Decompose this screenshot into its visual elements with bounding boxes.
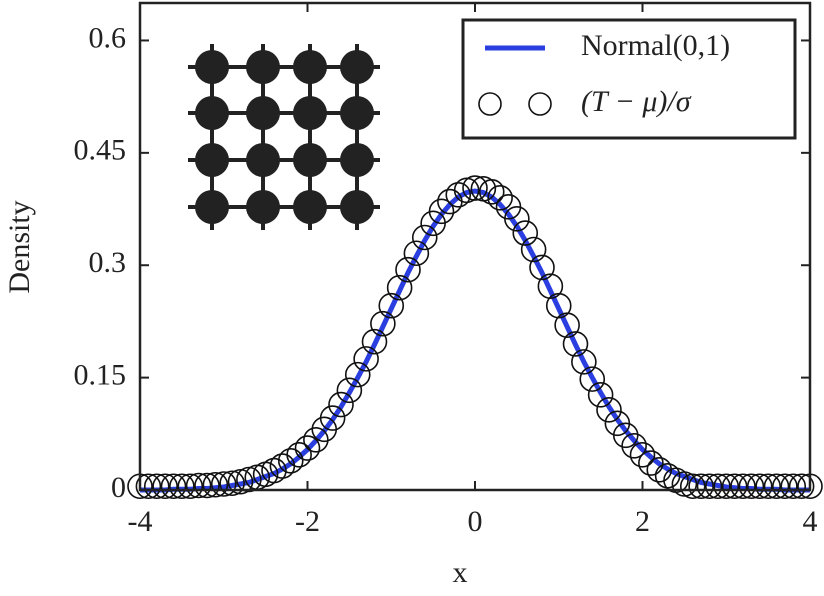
x-tick-label: 4 <box>803 505 818 538</box>
data-point <box>328 391 354 418</box>
y-tick-label: 0.15 <box>74 359 127 392</box>
data-point <box>160 473 187 500</box>
y-tick-label: 0.45 <box>74 134 127 167</box>
data-point <box>370 310 396 337</box>
data-point <box>621 432 647 459</box>
x-tick-label: 0 <box>468 505 483 538</box>
x-tick-label: -4 <box>128 505 153 538</box>
data-point <box>478 179 505 205</box>
data-point <box>135 473 162 500</box>
y-tick-label: 0.6 <box>89 21 127 54</box>
data-point <box>353 346 379 372</box>
data-point <box>587 382 614 408</box>
data-point <box>780 473 807 500</box>
legend-box <box>461 18 797 140</box>
data-point <box>746 473 773 500</box>
data-point <box>520 236 547 263</box>
legend-label: Normal(0,1) <box>581 29 730 62</box>
data-point <box>512 220 539 246</box>
data-point <box>772 473 798 500</box>
data-point <box>638 450 664 476</box>
data-point <box>152 473 178 500</box>
data-point <box>696 473 723 500</box>
line-series <box>140 188 810 493</box>
data-point <box>277 447 304 474</box>
data-point <box>763 473 790 500</box>
data-point <box>529 254 555 281</box>
data-point <box>143 473 170 500</box>
data-point <box>688 473 714 500</box>
legend-marker <box>528 92 552 116</box>
data-point <box>504 205 530 232</box>
x-tick-label: 2 <box>635 505 650 538</box>
data-point <box>612 422 639 449</box>
data-point <box>562 331 589 357</box>
data-point <box>294 435 321 461</box>
data-point <box>210 471 237 497</box>
data-point <box>336 377 363 404</box>
data-point <box>629 441 656 468</box>
y-tick-label: 0.3 <box>89 246 127 279</box>
data-point <box>705 473 731 500</box>
data-point <box>194 472 220 499</box>
data-point <box>721 473 748 500</box>
data-point <box>169 473 195 500</box>
data-point <box>177 473 204 500</box>
data-point <box>411 224 438 251</box>
data-point <box>738 473 765 500</box>
data-point <box>487 185 513 211</box>
data-point <box>303 427 329 453</box>
data-point <box>386 274 413 301</box>
data-point <box>202 471 229 498</box>
data-point <box>453 177 480 204</box>
data-point <box>361 328 388 355</box>
data-point <box>286 441 312 468</box>
data-point <box>730 473 756 500</box>
data-point <box>462 175 488 201</box>
data-point <box>554 312 580 338</box>
data-point <box>571 349 597 375</box>
x-axis-label: x <box>453 556 468 589</box>
data-point <box>378 292 405 319</box>
data-point <box>679 473 706 500</box>
data-point <box>395 256 421 283</box>
data-point <box>596 397 622 423</box>
data-point <box>219 470 245 497</box>
data-point <box>236 466 262 493</box>
y-tick-label: 0 <box>111 471 126 504</box>
legend-label: (T − μ)/σ <box>581 85 692 118</box>
data-point <box>428 198 455 225</box>
data-point <box>755 473 781 500</box>
data-point <box>319 405 346 431</box>
legend-marker <box>478 92 502 116</box>
data-point <box>713 473 740 500</box>
data-point <box>227 468 254 495</box>
data-point <box>671 471 698 497</box>
data-point <box>403 240 430 267</box>
data-point <box>788 473 815 500</box>
x-tick-label: -2 <box>295 505 320 538</box>
lattice-icon <box>188 44 380 230</box>
plot-frame <box>138 1 812 492</box>
data-point <box>185 472 212 499</box>
data-point <box>579 366 606 392</box>
y-axis-label: Density <box>3 200 36 293</box>
data-point <box>344 361 371 388</box>
